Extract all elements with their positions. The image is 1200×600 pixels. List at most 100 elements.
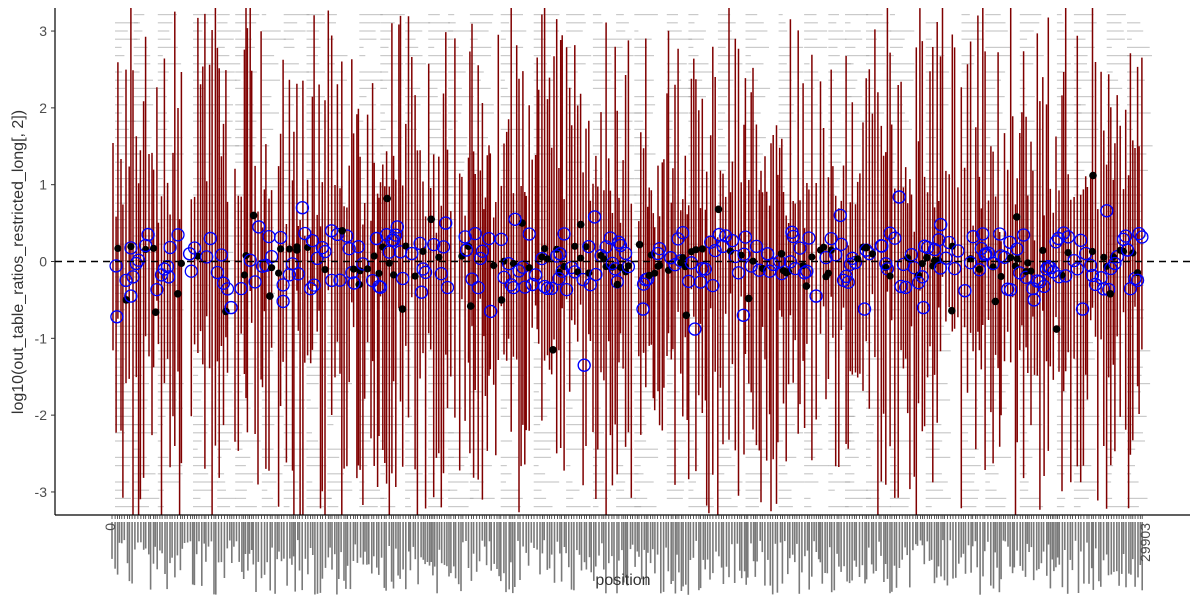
annotation-text-fragment bbox=[845, 227, 853, 229]
annotation-text-fragment bbox=[380, 112, 385, 114]
filled-point bbox=[744, 294, 753, 303]
annotation-text-fragment bbox=[217, 145, 240, 147]
open-circle-point bbox=[243, 253, 257, 267]
annotation-text-fragment bbox=[1019, 448, 1044, 450]
annotation-text-fragment bbox=[745, 87, 771, 89]
annotation-text-fragment bbox=[428, 161, 451, 163]
annotation-text-fragment bbox=[327, 128, 344, 130]
annotation-text-fragment bbox=[961, 497, 978, 499]
annotation-text-fragment bbox=[359, 415, 374, 417]
annotation-text-fragment bbox=[380, 506, 396, 508]
open-circle-point bbox=[1027, 293, 1041, 307]
annotation-text-fragment bbox=[217, 46, 225, 48]
annotation-text-fragment bbox=[193, 358, 207, 360]
annotation-text-fragment bbox=[1127, 440, 1145, 442]
x-tick-label-overlap bbox=[946, 522, 949, 586]
annotation-text-fragment bbox=[133, 46, 148, 48]
annotation-text-fragment bbox=[217, 55, 230, 57]
annotation-text-fragment bbox=[306, 325, 313, 327]
x-tick-label-overlap bbox=[962, 522, 965, 554]
x-tick-label-overlap bbox=[1019, 522, 1021, 566]
x-tick-label-overlap bbox=[154, 522, 156, 547]
x-tick-label-overlap bbox=[522, 522, 524, 547]
x-tick-label-overlap bbox=[955, 522, 957, 578]
annotation-text-fragment bbox=[261, 415, 284, 417]
x-tick-label-overlap bbox=[450, 522, 452, 574]
annotation-text-fragment bbox=[634, 38, 652, 40]
annotation-text-fragment bbox=[985, 145, 999, 147]
annotation-text-fragment bbox=[1056, 424, 1080, 426]
filled-point bbox=[385, 259, 393, 267]
annotation-text-fragment bbox=[666, 456, 688, 458]
open-circle-point bbox=[907, 261, 921, 275]
annotation-text-fragment bbox=[133, 481, 142, 483]
annotation-text-fragment bbox=[306, 169, 316, 171]
annotation-text-fragment bbox=[566, 489, 580, 491]
annotation-text-fragment bbox=[157, 169, 179, 171]
annotation-text-fragment bbox=[405, 55, 423, 57]
annotation-text-fragment bbox=[778, 14, 783, 16]
annotation-text-fragment bbox=[448, 325, 458, 327]
annotation-text-fragment bbox=[193, 366, 213, 368]
x-tick-label-overlap bbox=[247, 522, 249, 571]
annotation-text-fragment bbox=[845, 161, 852, 163]
open-circle-point bbox=[141, 227, 155, 242]
annotation-text-fragment bbox=[261, 186, 280, 188]
annotation-text-fragment bbox=[469, 317, 491, 319]
x-tick-label-overlap bbox=[640, 522, 643, 580]
annotation-text-fragment bbox=[566, 71, 578, 73]
annotation-text-fragment bbox=[985, 178, 993, 180]
x-tick-label-overlap bbox=[895, 522, 898, 588]
open-circle-point bbox=[888, 231, 902, 245]
x-tick-label-overlap bbox=[1141, 522, 1143, 591]
annotation-text-fragment bbox=[533, 391, 539, 393]
annotation-text-fragment bbox=[448, 79, 454, 81]
annotation-text-fragment bbox=[961, 30, 983, 32]
annotation-text-fragment bbox=[469, 210, 489, 212]
x-tick-label-overlap bbox=[570, 522, 573, 590]
annotation-text-fragment bbox=[985, 391, 1006, 393]
open-circle-point bbox=[716, 239, 730, 254]
annotation-text-fragment bbox=[985, 14, 1001, 16]
annotation-text-fragment bbox=[428, 276, 442, 278]
annotation-text-fragment bbox=[500, 415, 511, 417]
annotation-text-fragment bbox=[889, 497, 910, 499]
x-tick-label-overlap bbox=[731, 522, 733, 545]
annotation-text-fragment bbox=[380, 161, 395, 163]
annotation-text-fragment bbox=[717, 30, 732, 32]
annotation-text-fragment bbox=[157, 342, 176, 344]
annotation-text-fragment bbox=[1056, 104, 1081, 106]
annotation-text-fragment bbox=[428, 55, 450, 57]
x-tick-label-overlap bbox=[397, 522, 399, 576]
open-circle-point bbox=[712, 227, 726, 242]
filled-point bbox=[991, 297, 1000, 306]
annotation-text-fragment bbox=[985, 79, 1001, 81]
annotation-text-fragment bbox=[845, 22, 851, 24]
annotation-text-fragment bbox=[985, 22, 1006, 24]
x-tick-label-overlap bbox=[1000, 522, 1002, 580]
open-circle-point bbox=[150, 282, 164, 297]
annotation-text-fragment bbox=[193, 137, 207, 139]
annotation-text-fragment bbox=[306, 210, 311, 212]
annotation-text-fragment bbox=[193, 399, 201, 401]
annotation-text-fragment bbox=[115, 497, 131, 499]
annotation-text-fragment bbox=[428, 194, 453, 196]
annotation-text-fragment bbox=[359, 71, 382, 73]
x-tick-label-overlap bbox=[728, 522, 730, 578]
x-tick-label-overlap bbox=[1004, 522, 1007, 542]
x-tick-label-overlap bbox=[935, 522, 938, 578]
annotation-text-fragment bbox=[448, 399, 474, 401]
x-tick-label-overlap bbox=[964, 522, 967, 574]
annotation-text-fragment bbox=[745, 456, 766, 458]
open-circle-point bbox=[749, 239, 764, 254]
annotation-text-fragment bbox=[745, 79, 758, 81]
annotation-text-fragment bbox=[889, 104, 903, 106]
annotation-text-fragment bbox=[717, 301, 727, 303]
x-tick-label-overlap bbox=[976, 522, 978, 568]
y-tick-label: 3 bbox=[39, 23, 47, 39]
annotation-text-fragment bbox=[1127, 96, 1141, 98]
annotation-text-fragment bbox=[1019, 128, 1043, 130]
open-circle-point bbox=[843, 257, 857, 271]
annotation-text-fragment bbox=[845, 87, 856, 89]
